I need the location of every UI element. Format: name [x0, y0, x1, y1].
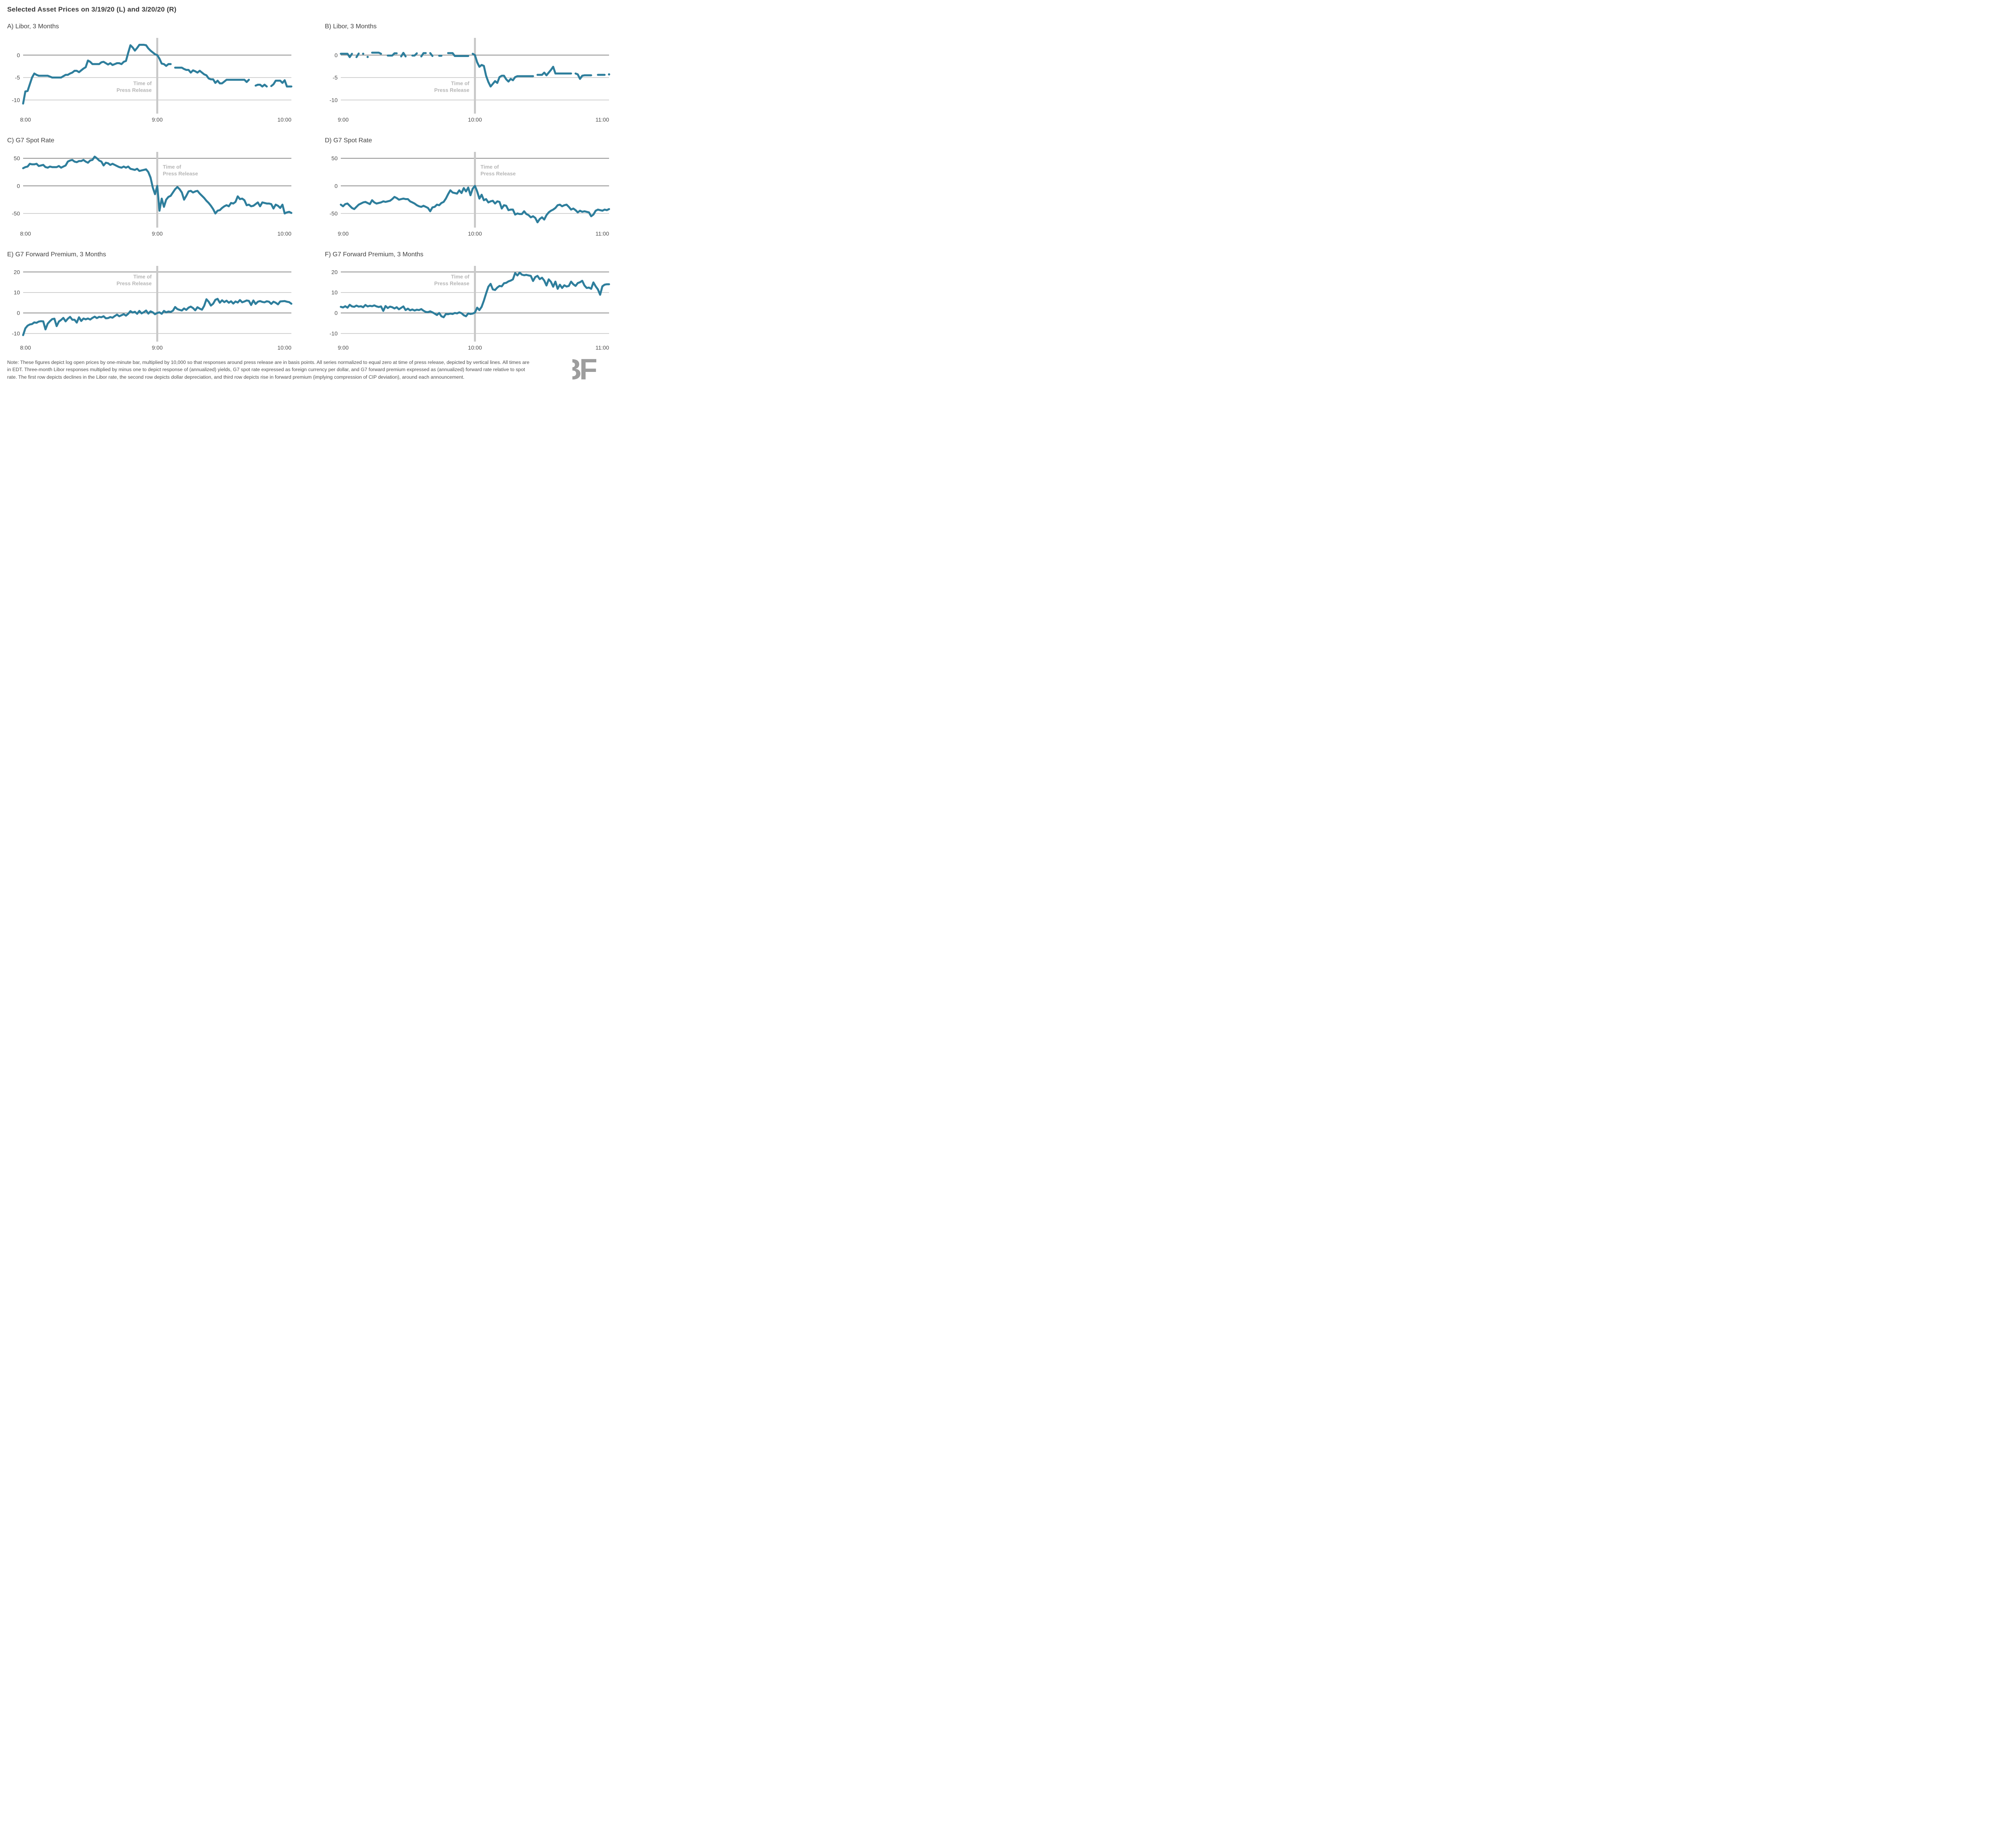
series-line — [340, 185, 610, 224]
panel-a: A) Libor, 3 Months 0 -5 -10 Time of Press Re… — [7, 23, 294, 127]
data-point-dot — [366, 56, 369, 58]
y-tick-label: -10 — [330, 330, 338, 337]
x-tick-label: 9:00 — [338, 344, 348, 351]
x-tick-label: 10:00 — [468, 116, 482, 123]
y-tick-label: 10 — [14, 289, 20, 296]
press-release-annotation: Time of — [134, 81, 152, 87]
panel-b: B) Libor, 3 Months 0 -5 -10 Time of Press Re… — [325, 23, 611, 127]
y-tick-label: 0 — [334, 183, 338, 189]
x-tick-label: 10:00 — [468, 230, 482, 237]
press-release-annotation: Time of — [451, 273, 470, 279]
series-line — [22, 43, 293, 105]
y-tick-label: -10 — [12, 97, 20, 103]
press-release-annotation: Time of — [163, 164, 182, 170]
x-tick-label: 9:00 — [152, 344, 163, 351]
x-tick-label: 9:00 — [338, 230, 348, 237]
panel-a-title: A) Libor, 3 Months — [7, 23, 59, 30]
figure-note: Note: These figures depict log open pric… — [7, 359, 614, 381]
y-tick-label: -10 — [330, 97, 338, 103]
x-tick-label: 11:00 — [596, 344, 609, 351]
note-line-3: rate. The first row depicts declines in … — [7, 374, 465, 380]
panel-d: D) G7 Spot Rate 50 0 -50 Time of Press Relea… — [325, 137, 611, 241]
press-release-annotation: Press Release — [434, 280, 469, 286]
figure-page: Selected Asset Prices on 3/19/20 (L) and… — [0, 0, 614, 387]
press-release-annotation: Time of — [134, 273, 152, 279]
x-tick-label: 10:00 — [277, 230, 291, 237]
press-release-annotation: Time of — [451, 81, 470, 87]
series-line — [22, 155, 293, 214]
x-tick-label: 9:00 — [152, 230, 163, 237]
panel-d-title: D) G7 Spot Rate — [325, 137, 372, 144]
y-tick-label: 20 — [331, 269, 338, 275]
press-release-annotation: Press Release — [116, 87, 151, 93]
x-tick-label: 8:00 — [20, 344, 31, 351]
press-release-annotation: Press Release — [116, 280, 151, 286]
panel-b-title: B) Libor, 3 Months — [325, 23, 377, 30]
y-tick-label: -5 — [333, 75, 338, 81]
series-line — [22, 298, 293, 336]
data-point-dot — [362, 53, 364, 55]
x-tick-label: 10:00 — [277, 344, 291, 351]
x-tick-label: 11:00 — [596, 230, 609, 237]
press-release-annotation: Time of — [481, 164, 499, 170]
y-tick-label: -5 — [15, 75, 20, 81]
figure-title: Selected Asset Prices on 3/19/20 (L) and… — [7, 6, 177, 13]
press-release-annotation: Press Release — [481, 171, 516, 177]
panel-e: E) G7 Forward Premium, 3 Months 20 10 0 -10… — [7, 251, 294, 355]
panel-c: C) G7 Spot Rate 50 0 -50 Time of Press Relea… — [7, 137, 294, 241]
x-tick-label: 10:00 — [468, 344, 482, 351]
press-release-annotation: Press Release — [434, 87, 469, 93]
press-release-annotation: Press Release — [163, 171, 198, 177]
x-tick-label: 11:00 — [596, 116, 609, 123]
y-tick-label: -50 — [330, 210, 338, 217]
panel-c-title: C) G7 Spot Rate — [7, 137, 55, 144]
figure-footer: Note: These figures depict log open pric… — [7, 353, 614, 387]
panel-f-title: F) G7 Forward Premium, 3 Months — [325, 251, 424, 258]
y-tick-label: 0 — [17, 310, 20, 316]
y-tick-label: 50 — [331, 155, 338, 161]
x-tick-label: 9:00 — [338, 116, 348, 123]
x-tick-label: 9:00 — [152, 116, 163, 123]
panel-e-title: E) G7 Forward Premium, 3 Months — [7, 251, 106, 258]
y-tick-label: -10 — [12, 330, 20, 337]
y-tick-label: 10 — [331, 289, 338, 296]
panel-f: F) G7 Forward Premium, 3 Months 20 10 0 -10… — [325, 251, 611, 355]
data-point-dot — [608, 73, 610, 76]
note-line-1: Note: These figures depict log open pric… — [7, 360, 530, 365]
y-tick-label: 0 — [334, 52, 338, 58]
y-tick-label: 50 — [14, 155, 20, 161]
y-tick-label: 20 — [14, 269, 20, 275]
y-tick-label: 0 — [17, 183, 20, 189]
y-tick-label: 0 — [17, 52, 20, 58]
note-line-2: in EDT. Three-month Libor responses mult… — [7, 367, 525, 373]
x-tick-label: 10:00 — [277, 116, 291, 123]
x-tick-label: 8:00 — [20, 230, 31, 237]
x-tick-label: 8:00 — [20, 116, 31, 123]
series-line — [340, 271, 610, 318]
y-tick-label: -50 — [12, 210, 20, 217]
y-tick-label: 0 — [334, 310, 338, 316]
panel-grid: A) Libor, 3 Months 0 -5 -10 Time of Press Re… — [0, 23, 614, 355]
